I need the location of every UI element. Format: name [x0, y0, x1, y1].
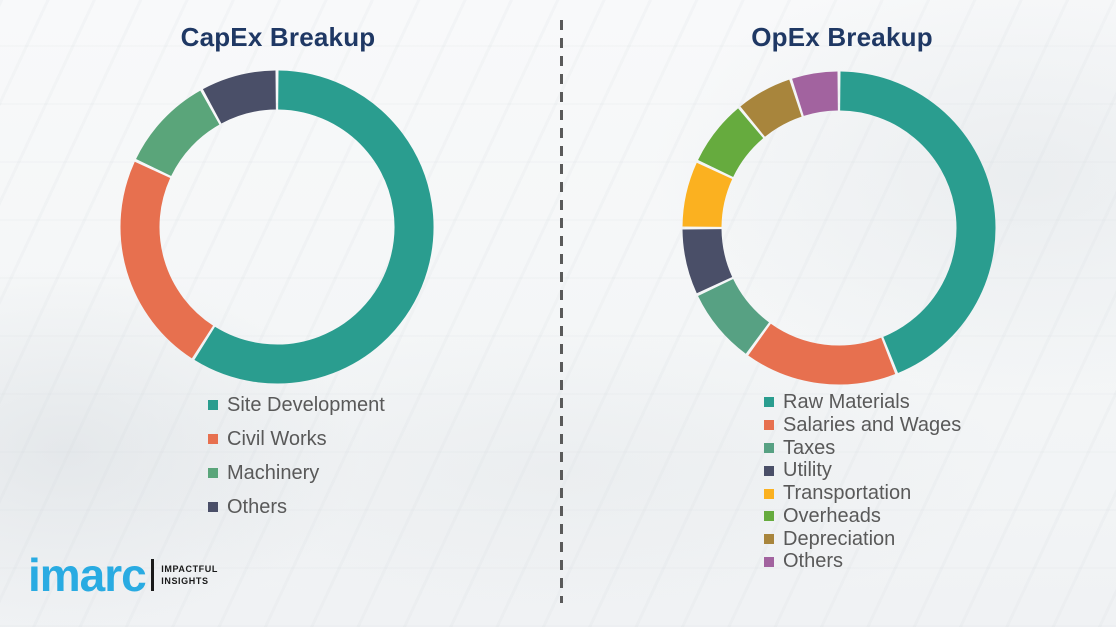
legend-swatch-taxes: [764, 442, 774, 453]
capex-donut-chart: [119, 69, 435, 385]
legend-label: Civil Works: [227, 427, 327, 450]
legend-item-site-development: Site Development: [208, 388, 385, 422]
donut-segment-civil-works: [120, 161, 214, 359]
legend-label: Others: [783, 550, 844, 573]
legend-swatch-depreciation: [764, 534, 774, 545]
legend-item-others: Others: [764, 550, 961, 574]
legend-swatch-transportation: [764, 488, 774, 499]
imarc-tagline-line1: IMPACTFUL: [161, 563, 218, 574]
donut-segment-overheads: [698, 108, 764, 178]
imarc-tagline-line2: INSIGHTS: [161, 576, 209, 586]
legend-label: Salaries and Wages: [783, 413, 962, 436]
legend-item-others: Others: [208, 490, 385, 524]
capex-chart-title: CapEx Breakup: [180, 22, 376, 52]
legend-item-civil-works: Civil Works: [208, 422, 385, 456]
donut-segment-others: [202, 70, 277, 124]
legend-item-raw-materials: Raw Materials: [764, 391, 961, 414]
legend-swatch-others: [764, 556, 774, 567]
legend-swatch-overheads: [764, 511, 774, 522]
donut-segment-depreciation: [740, 79, 803, 138]
donut-segment-taxes: [698, 278, 770, 354]
legend-label: Machinery: [227, 461, 320, 484]
legend-label: Utility: [783, 459, 832, 482]
donut-segment-salaries-and-wages: [748, 323, 896, 385]
donut-segment-others: [792, 71, 839, 117]
legend-swatch-utility: [764, 465, 774, 476]
legend-label: Taxes: [783, 436, 836, 459]
imarc-logo-wordmark: imarc: [28, 549, 147, 601]
legend-item-machinery: Machinery: [208, 456, 385, 490]
donut-segment-utility: [682, 228, 733, 294]
capex-legend: Site Development Civil Works Machinery Othe…: [208, 388, 385, 524]
legend-label: Site Development: [227, 393, 385, 416]
donut-segment-raw-materials: [839, 71, 996, 373]
legend-label: Others: [227, 495, 288, 518]
imarc-logo-divider-bar: [150, 559, 155, 591]
imarc-logo-tagline: IMPACTFUL INSIGHTS: [161, 563, 218, 587]
donut-segment-transportation: [682, 162, 733, 228]
legend-item-utility: Utility: [764, 459, 961, 482]
donut-segment-machinery: [136, 90, 220, 177]
opex-legend: Raw Materials Salaries and Wages Taxes Util…: [764, 391, 961, 573]
legend-label: Depreciation: [783, 527, 896, 550]
opex-donut-chart: [681, 70, 997, 386]
opex-chart-title: OpEx Breakup: [751, 22, 933, 52]
legend-item-overheads: Overheads: [764, 505, 961, 528]
legend-label: Raw Materials: [783, 390, 910, 413]
legend-swatch-machinery: [208, 468, 218, 478]
legend-item-transportation: Transportation: [764, 482, 961, 505]
legend-swatch-salaries-and-wages: [764, 420, 774, 431]
legend-swatch-site-development: [208, 400, 218, 410]
legend-label: Transportation: [783, 482, 912, 505]
imarc-logo: imarc IMPACTFUL INSIGHTS: [28, 552, 218, 598]
divider-dashed-line: [560, 20, 563, 603]
legend-label: Overheads: [783, 504, 881, 527]
legend-swatch-others: [208, 502, 218, 512]
legend-item-depreciation: Depreciation: [764, 528, 961, 551]
donut-segment-site-development: [194, 70, 434, 384]
legend-swatch-raw-materials: [764, 397, 774, 408]
legend-swatch-civil-works: [208, 434, 218, 444]
legend-item-salaries-and-wages: Salaries and Wages: [764, 414, 961, 437]
legend-item-taxes: Taxes: [764, 437, 961, 460]
